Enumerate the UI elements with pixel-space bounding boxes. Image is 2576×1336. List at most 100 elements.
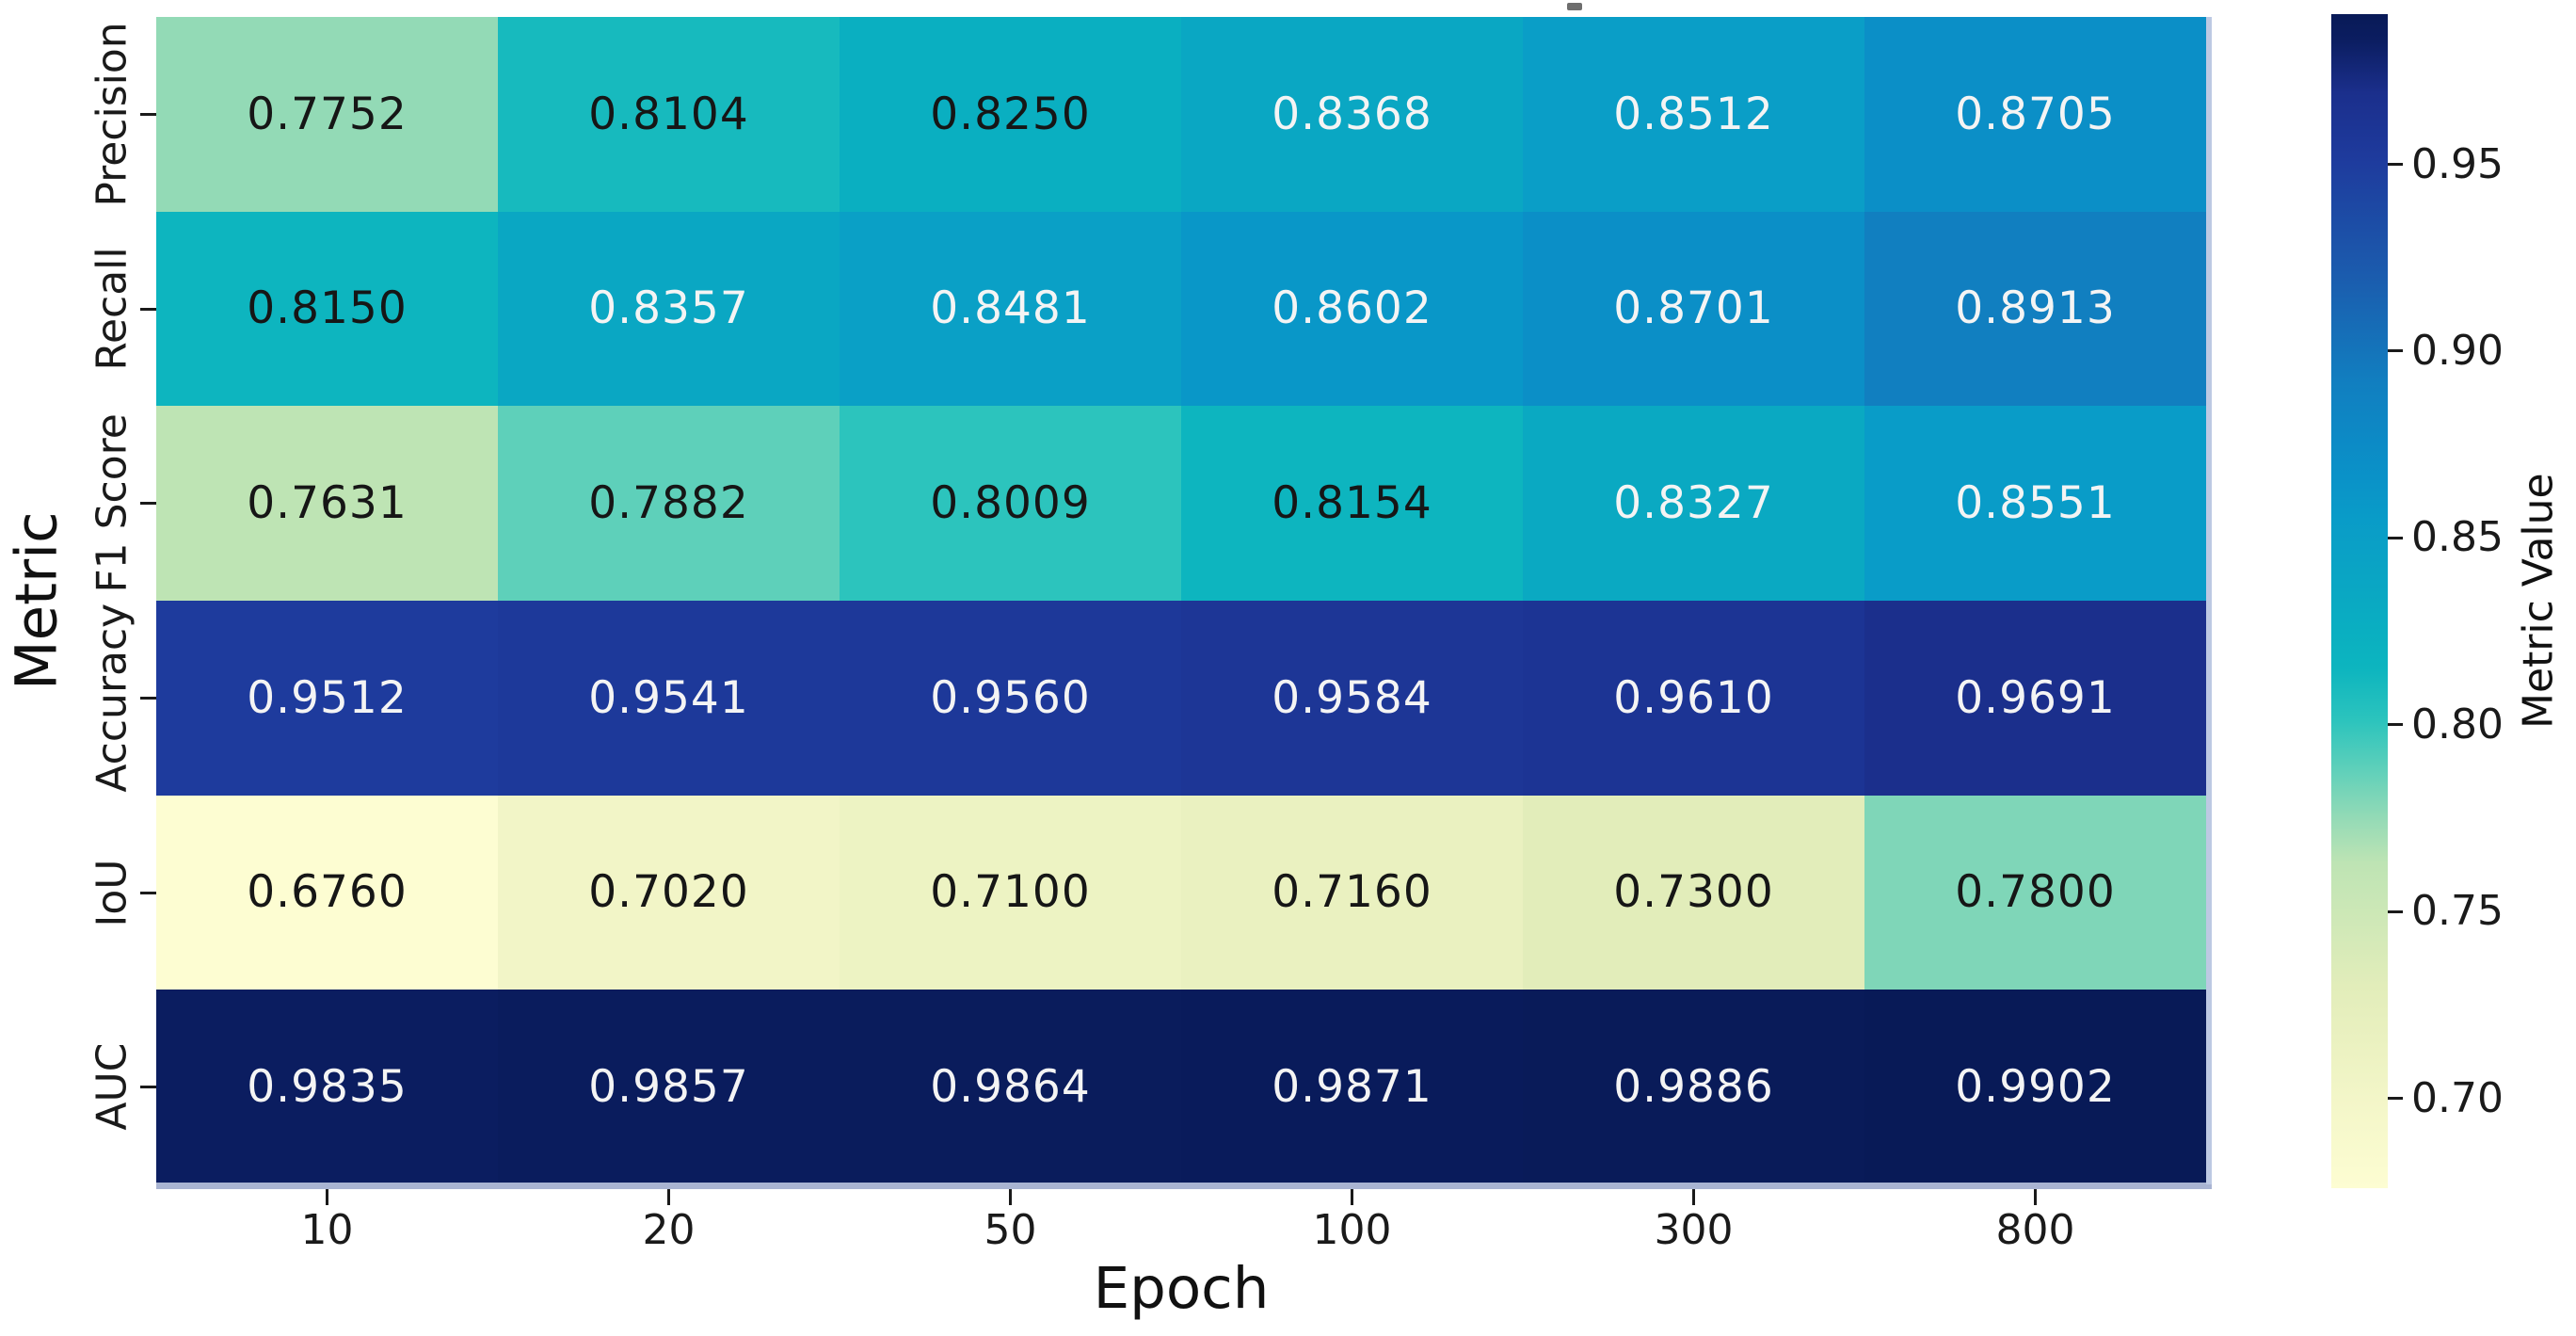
heatmap-cell: 0.9512 — [156, 601, 498, 796]
x-tick-mark — [667, 1189, 670, 1205]
colorbar-tick-mark — [2388, 349, 2403, 353]
x-tick-label: 50 — [984, 1206, 1037, 1254]
colorbar-tick-mark — [2388, 1097, 2403, 1101]
heatmap-cell: 0.9610 — [1523, 601, 1864, 796]
cell-value: 0.8009 — [930, 477, 1091, 530]
heatmap-cell: 0.7160 — [1181, 795, 1523, 990]
colorbar-title: Metric Value — [2514, 473, 2563, 730]
cell-value: 0.9512 — [247, 671, 408, 724]
y-tick-mark — [140, 112, 156, 116]
cell-value: 0.8104 — [588, 88, 749, 140]
heatmap-cell: 0.7800 — [1864, 795, 2206, 990]
cell-value: 0.9835 — [247, 1061, 408, 1114]
y-tick-mark — [140, 307, 156, 311]
cell-value: 0.8705 — [1955, 88, 2116, 140]
x-tick-mark — [2034, 1189, 2037, 1205]
cell-value: 0.7800 — [1955, 866, 2116, 919]
cell-value: 0.7882 — [588, 477, 749, 530]
x-tick-mark — [1009, 1189, 1012, 1205]
colorbar-tick-label: 0.95 — [2411, 139, 2504, 188]
cell-value: 0.9871 — [1272, 1061, 1432, 1114]
heatmap-cell: 0.8150 — [156, 211, 498, 407]
cell-value: 0.8701 — [1613, 282, 1774, 335]
x-axis-title: Epoch — [1093, 1255, 1270, 1322]
colorbar-tick-mark — [2388, 723, 2403, 727]
cell-value: 0.9610 — [1613, 671, 1774, 724]
heatmap-cell: 0.9835 — [156, 990, 498, 1184]
cell-value: 0.8357 — [588, 282, 749, 335]
cell-value: 0.7631 — [247, 477, 408, 530]
colorbar-tick-mark — [2388, 909, 2403, 913]
x-tick-label: 10 — [300, 1206, 354, 1254]
cell-value: 0.9560 — [930, 671, 1091, 724]
colorbar-tick-mark — [2388, 163, 2403, 167]
heatmap-cell: 0.8327 — [1523, 406, 1864, 601]
heatmap-cell: 0.9864 — [840, 990, 1181, 1184]
heatmap-cell: 0.8913 — [1864, 211, 2206, 407]
y-tick-label: Accuracy — [88, 603, 136, 793]
cell-value: 0.9902 — [1955, 1061, 2116, 1114]
colorbar-tick-mark — [2388, 536, 2403, 539]
colorbar-tick-label: 0.80 — [2411, 700, 2504, 748]
heatmap-cell: 0.8602 — [1181, 211, 1523, 407]
x-tick-mark — [326, 1189, 328, 1205]
heatmap-cell: 0.7300 — [1523, 795, 1864, 990]
cell-value: 0.9541 — [588, 671, 749, 724]
heatmap-right-edge — [2206, 17, 2212, 1184]
heatmap-bottom-edge — [156, 1183, 2212, 1189]
heatmap-cell: 0.6760 — [156, 795, 498, 990]
x-tick-label: 300 — [1654, 1206, 1734, 1254]
heatmap-cell: 0.9857 — [498, 990, 840, 1184]
x-tick-label: 100 — [1312, 1206, 1392, 1254]
y-tick-mark — [140, 891, 156, 894]
colorbar — [2331, 14, 2388, 1188]
colorbar-tick-label: 0.75 — [2411, 887, 2504, 936]
y-tick-label: AUC — [88, 1043, 136, 1132]
heatmap-cell: 0.9886 — [1523, 990, 1864, 1184]
heatmap-cell: 0.8357 — [498, 211, 840, 407]
stray-mark-artifact — [1567, 3, 1582, 10]
heatmap-cell: 0.8009 — [840, 406, 1181, 601]
cell-value: 0.7020 — [588, 866, 749, 919]
heatmap-cell: 0.9541 — [498, 601, 840, 796]
cell-value: 0.8327 — [1613, 477, 1774, 530]
cell-value: 0.8154 — [1272, 477, 1432, 530]
cell-value: 0.9857 — [588, 1061, 749, 1114]
heatmap-cell: 0.9871 — [1181, 990, 1523, 1184]
cell-value: 0.8481 — [930, 282, 1091, 335]
heatmap-cell: 0.7631 — [156, 406, 498, 601]
heatmap-cell: 0.8154 — [1181, 406, 1523, 601]
heatmap-cell: 0.7100 — [840, 795, 1181, 990]
cell-value: 0.8368 — [1272, 88, 1432, 140]
x-tick-label: 800 — [1995, 1206, 2075, 1254]
heatmap-cell: 0.8368 — [1181, 17, 1523, 212]
heatmap-cell: 0.8481 — [840, 211, 1181, 407]
cell-value: 0.7300 — [1613, 866, 1774, 919]
y-tick-label: IoU — [88, 858, 136, 927]
cell-value: 0.7160 — [1272, 866, 1432, 919]
x-tick-mark — [1351, 1189, 1353, 1205]
cell-value: 0.9691 — [1955, 671, 2116, 724]
heatmap-cell: 0.9560 — [840, 601, 1181, 796]
heatmap-cell: 0.8512 — [1523, 17, 1864, 212]
cell-value: 0.7100 — [930, 866, 1091, 919]
cell-value: 0.8602 — [1272, 282, 1432, 335]
heatmap-cell: 0.8250 — [840, 17, 1181, 212]
heatmap-cell: 0.9584 — [1181, 601, 1523, 796]
cell-value: 0.9886 — [1613, 1061, 1774, 1114]
cell-value: 0.8913 — [1955, 282, 2116, 335]
heatmap-grid: 0.7752 0.8104 0.8250 0.8368 0.8512 0.8705 0.81… — [156, 17, 2206, 1184]
cell-value: 0.9584 — [1272, 671, 1432, 724]
cell-value: 0.6760 — [247, 866, 408, 919]
heatmap-cell: 0.7882 — [498, 406, 840, 601]
colorbar-tick-label: 0.70 — [2411, 1073, 2504, 1122]
heatmap-cell: 0.8104 — [498, 17, 840, 212]
cell-value: 0.7752 — [247, 88, 408, 140]
colorbar-tick-label: 0.85 — [2411, 513, 2504, 562]
heatmap-cell: 0.8701 — [1523, 211, 1864, 407]
cell-value: 0.9864 — [930, 1061, 1091, 1114]
y-axis-title: Metric — [3, 511, 71, 690]
cell-value: 0.8150 — [247, 282, 408, 335]
y-tick-mark — [140, 1086, 156, 1089]
